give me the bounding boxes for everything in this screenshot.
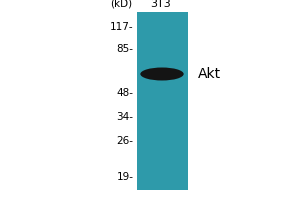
Text: 19-: 19-	[116, 172, 134, 182]
Bar	[136, 12, 188, 190]
Text: 34-: 34-	[116, 112, 134, 122]
Text: Akt: Akt	[198, 67, 221, 81]
Text: (kD): (kD)	[110, 0, 132, 9]
Text: 85-: 85-	[116, 44, 134, 54]
Text: 117-: 117-	[110, 22, 134, 32]
Text: 26-: 26-	[116, 136, 134, 146]
Ellipse shape	[140, 68, 184, 80]
Text: 48-: 48-	[116, 88, 134, 98]
Text: 3T3: 3T3	[150, 0, 171, 9]
